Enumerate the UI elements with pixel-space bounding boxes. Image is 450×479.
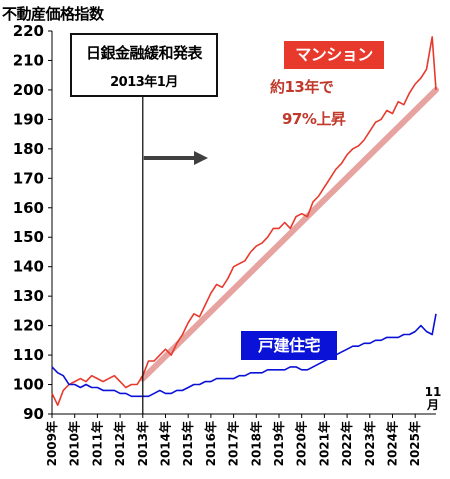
x-tick-label: 2019年 [271,421,286,466]
x-tick-label: 2020年 [294,421,309,466]
y-axis-title: 不動産価格指数 [2,5,104,23]
x-tick-label: 2017年 [226,421,241,466]
y-tick-label: 200 [13,81,44,99]
legend-house: 戸建住宅 [241,331,337,360]
y-tick-label: 160 [13,199,44,217]
y-tick-label: 110 [13,346,44,364]
y-axis: 90 100 110 120 130 140 150 160 170 180 190 200 210 22… [13,22,53,423]
x-tick-label: 2021年 [316,421,331,466]
x-axis: 2009年 2010年 2011年 2012年 2013年 2014年 2015年 2016年… [44,413,436,466]
x-tick-label: 2010年 [67,421,82,466]
x-tick-label: 2011年 [89,421,104,466]
x-tick-label: 2024年 [384,421,399,466]
trend-line-segment [139,86,439,382]
x-end-label: 11月 [424,385,442,412]
y-tick-label: 150 [13,228,44,246]
y-tick-label: 170 [13,169,44,187]
x-tick-label: 2016年 [203,421,218,466]
annotation-marks [142,97,208,414]
trend-note-2: 97%上昇 [282,110,346,128]
x-tick-label: 2015年 [180,421,195,466]
y-tick-label: 190 [13,110,44,128]
annotation-line-2: 2013年1月 [110,75,178,90]
x-tick-label: 2013年 [135,421,150,466]
y-tick-label: 180 [13,140,44,158]
legend-mansion: マンション [284,41,384,69]
x-tick-label: 2025年 [407,421,422,466]
y-tick-label: 100 [13,376,44,394]
trend-note-1: 約13年で [270,78,334,96]
x-tick-label: 2018年 [248,421,263,466]
arrow-head [194,151,208,165]
y-tick-label: 120 [13,317,44,335]
x-tick-label: 2014年 [157,421,172,466]
series-line-mansion [51,36,437,406]
y-tick-label: 220 [13,22,44,40]
y-tick-label: 90 [23,405,44,423]
series-lines [51,36,437,406]
x-tick-label: 2012年 [112,421,127,466]
annotation-box: 日銀金融緩和発表 2013年1月 [70,33,218,97]
x-tick-label: 2009年 [44,421,59,466]
x-tick-label: 2022年 [339,421,354,466]
y-tick-label: 140 [13,258,44,276]
annotation-line-1: 日銀金融緩和発表 [85,44,203,62]
y-tick-label: 130 [13,287,44,305]
series-line-house [51,313,437,398]
trend-line [139,86,439,382]
y-tick-label: 210 [13,51,44,69]
x-tick-label: 2023年 [362,421,377,466]
